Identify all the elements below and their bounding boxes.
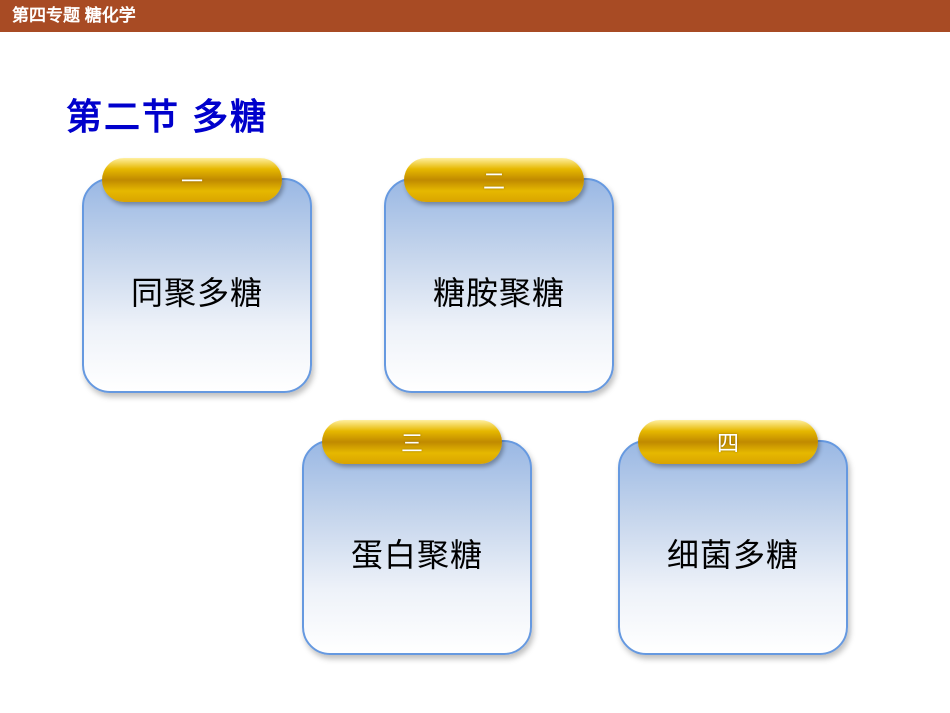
pill-three: 三 [322,420,502,464]
pill-one-num: 一 [181,164,203,196]
pill-four: 四 [638,420,818,464]
card-two: 二 糖胺聚糖 [384,178,614,393]
card-four-label: 细菌多糖 [620,530,846,576]
card-three-label: 蛋白聚糖 [304,530,530,576]
pill-one: 一 [102,158,282,202]
card-one: 一 同聚多糖 [82,178,312,393]
card-three: 三 蛋白聚糖 [302,440,532,655]
section-title: 第二节 多糖 [66,88,268,140]
header-title: 第四专题 糖化学 [12,6,136,25]
pill-three-num: 三 [401,426,423,458]
pill-two-num: 二 [483,164,505,196]
pill-four-num: 四 [717,426,739,458]
pill-two: 二 [404,158,584,202]
card-one-label: 同聚多糖 [84,268,310,314]
card-four: 四 细菌多糖 [618,440,848,655]
card-two-label: 糖胺聚糖 [386,268,612,314]
header-bar: 第四专题 糖化学 [0,0,950,32]
